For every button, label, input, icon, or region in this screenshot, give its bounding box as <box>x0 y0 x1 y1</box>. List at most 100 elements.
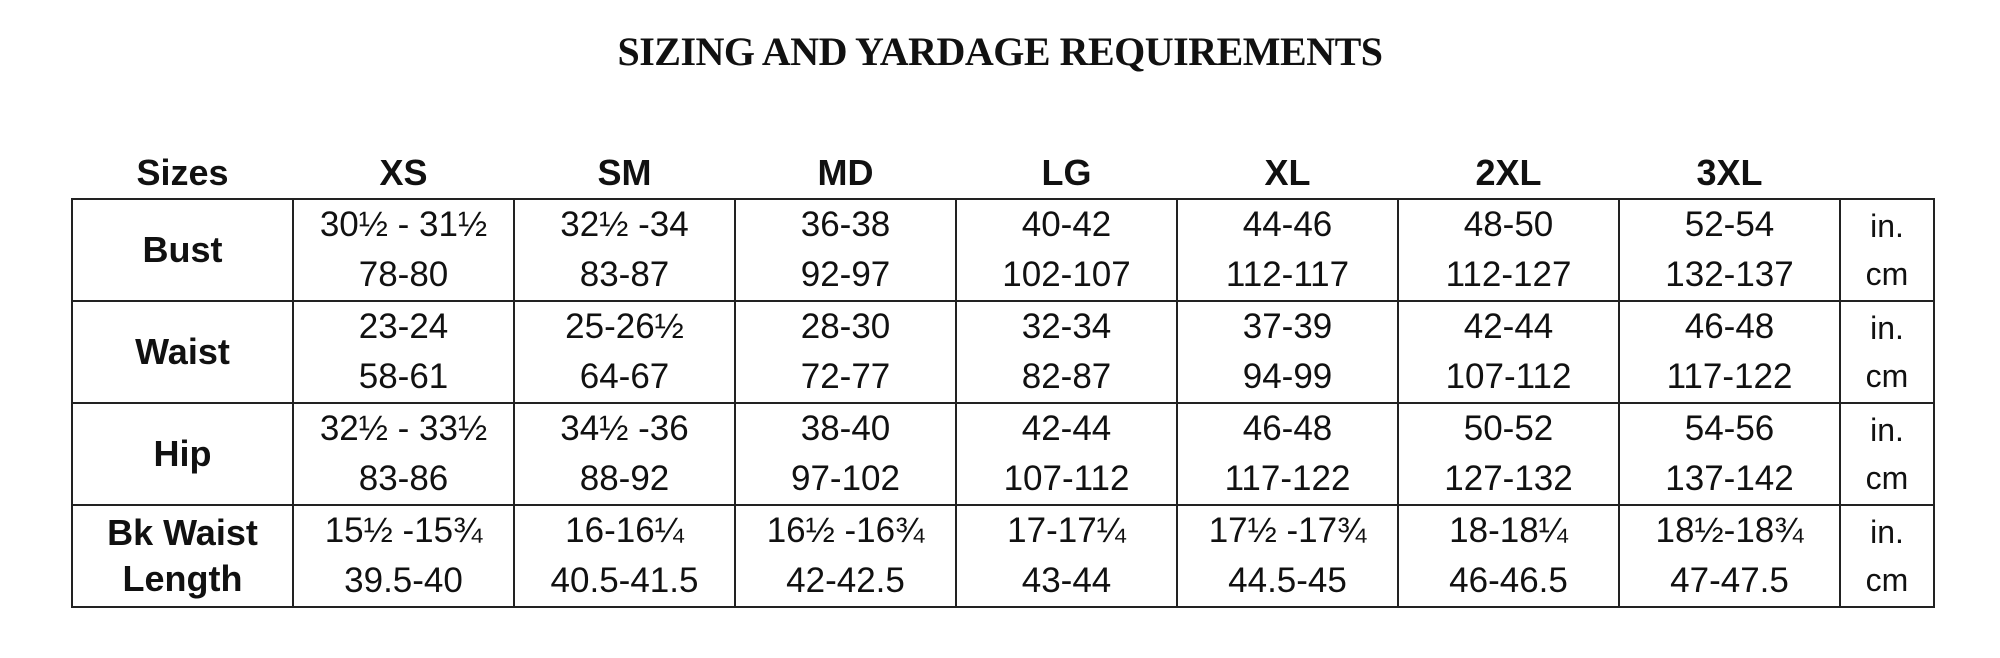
size-cell: 54-56 137-142 <box>1618 402 1841 506</box>
cm-value: 88-92 <box>579 459 670 498</box>
row-label: Bk Waist Length <box>71 504 294 608</box>
size-cell: 16½ -16¾ 42-42.5 <box>734 504 957 608</box>
size-header: XS <box>379 152 428 193</box>
size-cell: 32½ - 33½ 83-86 <box>292 402 515 506</box>
unit: cm <box>1865 460 1909 496</box>
inch-value: 32½ - 33½ <box>319 409 488 448</box>
size-cell: 46-48 117-122 <box>1618 300 1841 404</box>
cm-value: 117-122 <box>1224 459 1351 498</box>
cm-value: 82-87 <box>1021 357 1112 396</box>
size-cell: 30½ - 31½ 78-80 <box>292 198 515 302</box>
size-cell: 23-24 58-61 <box>292 300 515 404</box>
inch-value: 28-30 <box>800 307 891 346</box>
inch-value: 16½ -16¾ <box>766 511 925 550</box>
size-cell: 34½ -36 88-92 <box>513 402 736 506</box>
size-cell: 52-54 132-137 <box>1618 198 1841 302</box>
size-header: 2XL <box>1475 152 1542 193</box>
unit: in. <box>1870 310 1904 346</box>
cm-value: 40.5-41.5 <box>550 561 699 600</box>
unit: in. <box>1870 514 1904 550</box>
cm-value: 83-86 <box>358 459 449 498</box>
cm-value: 132-137 <box>1665 255 1794 294</box>
unit-cell: in. cm <box>1839 300 1935 404</box>
cm-value: 83-87 <box>579 255 670 294</box>
measure-row: Hip 32½ - 33½ 83-86 34½ -36 88-92 38-40 97-102… <box>71 402 1935 506</box>
cm-value: 39.5-40 <box>344 561 463 600</box>
unit: cm <box>1865 256 1909 292</box>
cm-value: 92-97 <box>800 255 891 294</box>
title: SIZING AND YARDAGE REQUIREMENTS <box>617 29 1383 74</box>
inch-value: 48-50 <box>1463 205 1554 244</box>
size-header: XL <box>1264 152 1311 193</box>
size-header: MD <box>817 152 874 193</box>
inch-value: 40-42 <box>1021 205 1112 244</box>
size-cell: 36-38 92-97 <box>734 198 957 302</box>
cm-value: 107-112 <box>1003 459 1130 498</box>
size-cell: 17-17¼ 43-44 <box>955 504 1178 608</box>
cm-value: 112-127 <box>1445 255 1572 294</box>
cm-value: 117-122 <box>1666 357 1793 396</box>
unit: cm <box>1865 562 1909 598</box>
inch-value: 54-56 <box>1684 409 1775 448</box>
cm-value: 47-47.5 <box>1670 561 1789 600</box>
size-table: Sizes XS SM MD LG XL 2XL 3XL Bust 30½ - 31½ 78-80… <box>71 135 1935 608</box>
size-cell: 25-26½ 64-67 <box>513 300 736 404</box>
measure-row: Bk Waist Length 15½ -15¾ 39.5-40 16-16¼ 40.5… <box>71 504 1935 608</box>
inch-value: 38-40 <box>800 409 891 448</box>
cm-value: 102-107 <box>1002 255 1131 294</box>
size-cell: 18-18¼ 46-46.5 <box>1397 504 1620 608</box>
size-cell: 50-52 127-132 <box>1397 402 1620 506</box>
row-label: Bust <box>71 198 294 302</box>
inch-value: 50-52 <box>1463 409 1554 448</box>
cm-value: 46-46.5 <box>1449 561 1568 600</box>
cm-value: 58-61 <box>358 357 449 396</box>
unit-cell: in. cm <box>1839 198 1935 302</box>
inch-value: 42-44 <box>1463 307 1554 346</box>
unit: in. <box>1870 208 1904 244</box>
size-cell: 16-16¼ 40.5-41.5 <box>513 504 736 608</box>
size-cell: 28-30 72-77 <box>734 300 957 404</box>
row-label: Waist <box>71 300 294 404</box>
size-cell: 37-39 94-99 <box>1176 300 1399 404</box>
unit: in. <box>1870 412 1904 448</box>
size-header: 3XL <box>1696 152 1763 193</box>
cm-value: 44.5-45 <box>1228 561 1347 600</box>
size-cell: 32½ -34 83-87 <box>513 198 736 302</box>
row-label: Hip <box>71 402 294 506</box>
cm-value: 43-44 <box>1021 561 1112 600</box>
header-row: Sizes XS SM MD LG XL 2XL 3XL <box>72 135 1934 199</box>
measure-row: Waist 23-24 58-61 25-26½ 64-67 28-30 72-77 32-3… <box>71 300 1935 404</box>
header-label: Sizes <box>136 152 229 193</box>
inch-value: 52-54 <box>1684 205 1775 244</box>
unit-cell: in. cm <box>1839 402 1935 506</box>
cm-value: 64-67 <box>579 357 670 396</box>
size-header: LG <box>1041 152 1092 193</box>
cm-value: 112-117 <box>1225 255 1350 294</box>
cm-value: 42-42.5 <box>786 561 905 600</box>
header-spacer <box>1840 135 1934 199</box>
cm-value: 107-112 <box>1445 357 1572 396</box>
inch-value: 44-46 <box>1242 205 1333 244</box>
size-cell: 44-46 112-117 <box>1176 198 1399 302</box>
inch-value: 18½-18¾ <box>1655 511 1804 550</box>
size-cell: 46-48 117-122 <box>1176 402 1399 506</box>
inch-value: 36-38 <box>800 205 891 244</box>
size-cell: 42-44 107-112 <box>955 402 1178 506</box>
unit: cm <box>1865 358 1909 394</box>
inch-value: 15½ -15¾ <box>324 511 483 550</box>
inch-value: 25-26½ <box>565 307 684 346</box>
inch-value: 16-16¼ <box>565 511 684 550</box>
inch-value: 32-34 <box>1021 307 1112 346</box>
cm-value: 137-142 <box>1665 459 1794 498</box>
size-cell: 48-50 112-127 <box>1397 198 1620 302</box>
inch-value: 46-48 <box>1242 409 1333 448</box>
inch-value: 34½ -36 <box>560 409 689 448</box>
size-cell: 40-42 102-107 <box>955 198 1178 302</box>
size-header: SM <box>597 152 652 193</box>
inch-value: 17½ -17¾ <box>1208 511 1367 550</box>
cm-value: 127-132 <box>1444 459 1573 498</box>
inch-value: 37-39 <box>1242 307 1333 346</box>
unit-cell: in. cm <box>1839 504 1935 608</box>
inch-value: 46-48 <box>1684 307 1775 346</box>
